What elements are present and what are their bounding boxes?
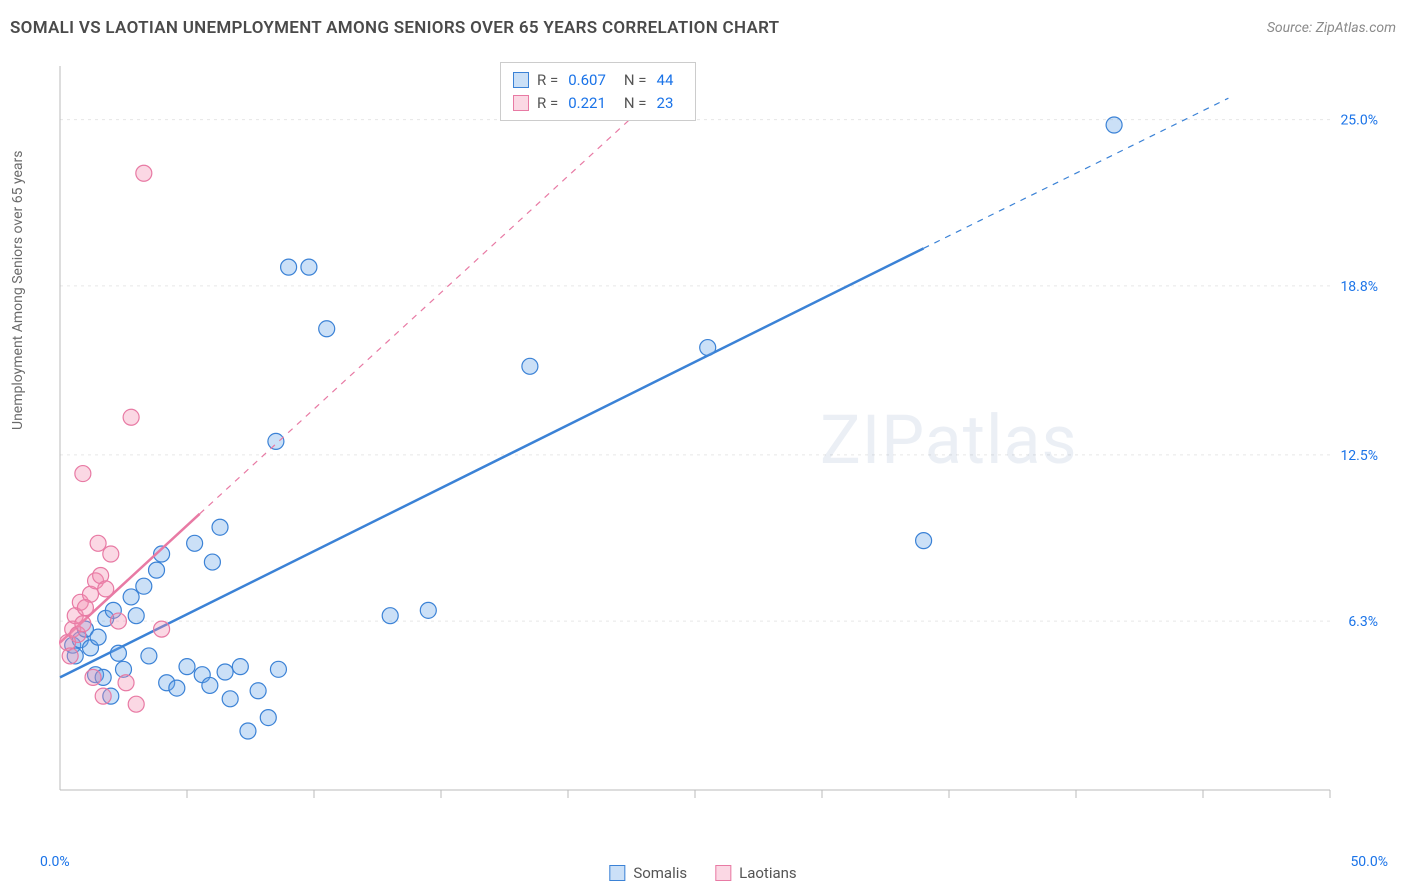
data-point [128, 608, 144, 624]
data-point [90, 535, 106, 551]
data-point [232, 659, 248, 675]
data-point [522, 358, 538, 374]
chart-title: SOMALI VS LAOTIAN UNEMPLOYMENT AMONG SEN… [10, 18, 779, 38]
data-point [268, 433, 284, 449]
x-axis-min-label: 0.0% [40, 854, 70, 870]
data-point [123, 589, 139, 605]
data-point [154, 621, 170, 637]
y-tick-label: 12.5% [1340, 448, 1378, 464]
data-point [179, 659, 195, 675]
stats-legend-row: R = 0.607 N = 44 [513, 69, 683, 92]
swatch-icon [513, 95, 529, 111]
data-point [281, 259, 297, 275]
y-axis-label: Unemployment Among Seniors over 65 years [10, 151, 26, 431]
data-point [169, 680, 185, 696]
data-point [95, 688, 111, 704]
data-point [128, 696, 144, 712]
swatch-icon [715, 865, 731, 881]
data-point [222, 691, 238, 707]
data-point [62, 648, 78, 664]
data-point [202, 677, 218, 693]
data-point [75, 466, 91, 482]
data-point [123, 409, 139, 425]
chart-source: Source: ZipAtlas.com [1267, 20, 1396, 36]
data-point [217, 664, 233, 680]
stat-n-label: N = [624, 69, 647, 92]
data-point [916, 533, 932, 549]
data-point [240, 723, 256, 739]
data-point [420, 602, 436, 618]
data-point [187, 535, 203, 551]
stat-r-label: R = [537, 69, 558, 92]
stat-r-value: 0.221 [568, 92, 606, 115]
data-point [270, 661, 286, 677]
data-point [75, 616, 91, 632]
y-tick-label: 25.0% [1340, 113, 1378, 129]
data-point [77, 600, 93, 616]
data-point [136, 165, 152, 181]
stat-r-value: 0.607 [568, 69, 606, 92]
data-point [90, 629, 106, 645]
legend-item-laotians: Laotians [715, 864, 797, 882]
trend-line [60, 248, 924, 677]
legend-item-somalis: Somalis [609, 864, 687, 882]
swatch-icon [609, 865, 625, 881]
data-point [110, 613, 126, 629]
legend-label: Laotians [739, 864, 797, 882]
data-point [85, 669, 101, 685]
series-legend: Somalis Laotians [609, 864, 796, 882]
data-point [98, 581, 114, 597]
data-point [260, 710, 276, 726]
y-tick-label: 18.8% [1340, 279, 1378, 295]
data-point [118, 675, 134, 691]
data-point [1106, 117, 1122, 133]
stats-legend: R = 0.607 N = 44 R = 0.221 N = 23 [500, 62, 696, 121]
swatch-icon [513, 72, 529, 88]
data-point [319, 321, 335, 337]
y-tick-label: 6.3% [1348, 614, 1378, 630]
chart-header: SOMALI VS LAOTIAN UNEMPLOYMENT AMONG SEN… [10, 18, 1396, 38]
x-axis-max-label: 50.0% [1350, 854, 1388, 870]
data-point [212, 519, 228, 535]
data-point [301, 259, 317, 275]
data-point [110, 645, 126, 661]
legend-label: Somalis [633, 864, 687, 882]
data-point [382, 608, 398, 624]
data-point [250, 683, 266, 699]
stat-r-label: R = [537, 92, 558, 115]
stats-legend-row: R = 0.221 N = 23 [513, 92, 683, 115]
trend-line-dash [924, 98, 1229, 248]
data-point [204, 554, 220, 570]
stat-n-label: N = [624, 92, 647, 115]
data-point [103, 546, 119, 562]
trend-line-dash [200, 106, 645, 514]
data-point [700, 340, 716, 356]
data-point [149, 562, 165, 578]
stat-n-value: 23 [657, 92, 674, 115]
stat-n-value: 44 [657, 69, 674, 92]
data-point [136, 578, 152, 594]
scatter-chart: 6.3% 12.5% 18.8% 25.0% [50, 60, 1390, 820]
data-point [141, 648, 157, 664]
